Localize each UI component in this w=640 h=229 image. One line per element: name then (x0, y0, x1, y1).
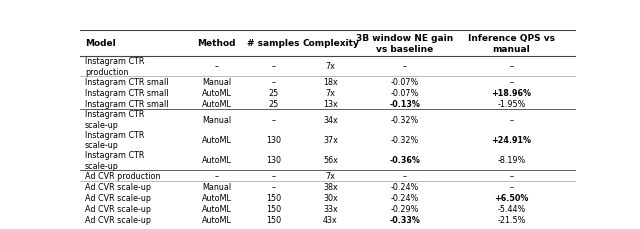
Text: AutoML: AutoML (202, 135, 231, 144)
Text: –: – (271, 115, 275, 124)
Text: 3B window NE gain
vs baseline: 3B window NE gain vs baseline (356, 34, 454, 53)
Text: 56x: 56x (323, 156, 338, 165)
Text: 150: 150 (266, 204, 281, 213)
Text: -0.24%: -0.24% (391, 193, 419, 202)
Text: AutoML: AutoML (202, 204, 231, 213)
Text: –: – (271, 182, 275, 191)
Text: AutoML: AutoML (202, 100, 231, 109)
Text: –: – (214, 62, 218, 71)
Text: AutoML: AutoML (202, 89, 231, 98)
Text: Ad CVR scale-up: Ad CVR scale-up (85, 204, 151, 213)
Text: –: – (214, 171, 218, 180)
Text: -0.07%: -0.07% (391, 78, 419, 87)
Text: –: – (509, 182, 513, 191)
Text: Manual: Manual (202, 115, 231, 124)
Text: 7x: 7x (326, 89, 335, 98)
Text: Model: Model (85, 39, 116, 48)
Text: -0.13%: -0.13% (390, 100, 420, 109)
Text: Instagram CTR
scale-up: Instagram CTR scale-up (85, 110, 145, 129)
Text: Instagram CTR
scale-up: Instagram CTR scale-up (85, 150, 145, 170)
Text: 130: 130 (266, 135, 281, 144)
Text: AutoML: AutoML (202, 193, 231, 202)
Text: –: – (271, 171, 275, 180)
Text: 13x: 13x (323, 100, 338, 109)
Text: -1.95%: -1.95% (497, 100, 525, 109)
Text: Inference QPS vs
manual: Inference QPS vs manual (468, 34, 555, 53)
Text: Instagram CTR
scale-up: Instagram CTR scale-up (85, 130, 145, 150)
Text: AutoML: AutoML (202, 215, 231, 224)
Text: 7x: 7x (326, 62, 335, 71)
Text: -0.07%: -0.07% (391, 89, 419, 98)
Text: 30x: 30x (323, 193, 338, 202)
Text: 150: 150 (266, 193, 281, 202)
Text: Ad CVR scale-up: Ad CVR scale-up (85, 193, 151, 202)
Text: 25: 25 (268, 100, 278, 109)
Text: Ad CVR scale-up: Ad CVR scale-up (85, 182, 151, 191)
Text: –: – (403, 171, 407, 180)
Text: Manual: Manual (202, 182, 231, 191)
Text: –: – (403, 62, 407, 71)
Text: –: – (509, 62, 513, 71)
Text: 43x: 43x (323, 215, 338, 224)
Text: Instagram CTR small: Instagram CTR small (85, 89, 168, 98)
Text: Complexity: Complexity (302, 39, 359, 48)
Text: –: – (509, 78, 513, 87)
Text: Instagram CTR small: Instagram CTR small (85, 100, 168, 109)
Text: +18.96%: +18.96% (492, 89, 531, 98)
Text: Instagram CTR
production: Instagram CTR production (85, 57, 145, 76)
Text: Manual: Manual (202, 78, 231, 87)
Text: -21.5%: -21.5% (497, 215, 525, 224)
Text: –: – (271, 62, 275, 71)
Text: +6.50%: +6.50% (494, 193, 529, 202)
Text: Method: Method (197, 39, 236, 48)
Text: 34x: 34x (323, 115, 338, 124)
Text: +24.91%: +24.91% (492, 135, 531, 144)
Text: -0.32%: -0.32% (391, 135, 419, 144)
Text: Ad CVR scale-up: Ad CVR scale-up (85, 215, 151, 224)
Text: -5.44%: -5.44% (497, 204, 525, 213)
Text: 150: 150 (266, 215, 281, 224)
Text: –: – (271, 78, 275, 87)
Text: –: – (509, 115, 513, 124)
Text: Instagram CTR small: Instagram CTR small (85, 78, 168, 87)
Text: -0.29%: -0.29% (390, 204, 419, 213)
Text: 33x: 33x (323, 204, 338, 213)
Text: 130: 130 (266, 156, 281, 165)
Text: 37x: 37x (323, 135, 338, 144)
Text: # samples: # samples (247, 39, 300, 48)
Text: -0.36%: -0.36% (390, 156, 420, 165)
Text: -0.24%: -0.24% (391, 182, 419, 191)
Text: 38x: 38x (323, 182, 338, 191)
Text: –: – (509, 171, 513, 180)
Text: -8.19%: -8.19% (497, 156, 525, 165)
Text: Ad CVR production: Ad CVR production (85, 171, 161, 180)
Text: -0.32%: -0.32% (391, 115, 419, 124)
Text: 7x: 7x (326, 171, 335, 180)
Text: -0.33%: -0.33% (390, 215, 420, 224)
Text: 25: 25 (268, 89, 278, 98)
Text: 18x: 18x (323, 78, 338, 87)
Text: AutoML: AutoML (202, 156, 231, 165)
